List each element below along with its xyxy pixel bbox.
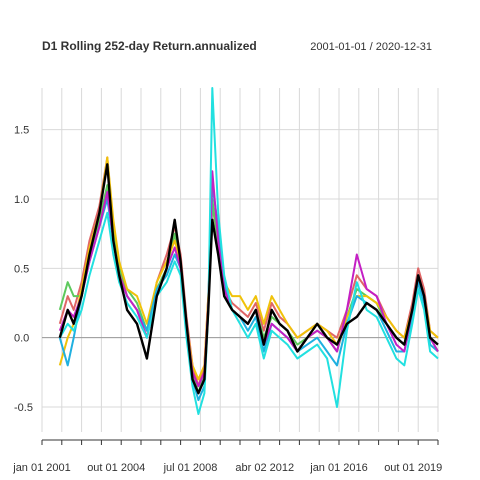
x-tick-label: jul 01 2008 <box>163 462 218 474</box>
y-tick-label: 1.0 <box>14 194 29 206</box>
chart-title: D1 Rolling 252-day Return.annualized <box>42 39 257 53</box>
grid-lines <box>41 88 439 432</box>
x-tick-label: out 01 2019 <box>384 462 442 474</box>
series-line <box>58 156 439 381</box>
y-tick-label: 1.5 <box>14 125 29 137</box>
y-tick-label: 0.0 <box>14 333 29 345</box>
x-tick-label: jan 01 2016 <box>309 462 368 474</box>
date-range-label: 2001-01-01 / 2020-12-31 <box>310 41 432 53</box>
x-tick-label: abr 02 2012 <box>235 462 294 474</box>
y-tick-label: -0.5 <box>14 402 33 414</box>
series-lines <box>58 87 439 415</box>
series-line <box>58 163 439 395</box>
y-tick-label: 0.5 <box>14 263 29 275</box>
x-tick-label: out 01 2004 <box>87 462 145 474</box>
axes: -0.5 0.0 0.5 1.0 1.5 jan 01 2001 out 01 2004 ju… <box>12 125 442 474</box>
x-tick-label: jan 01 2001 <box>12 462 71 474</box>
